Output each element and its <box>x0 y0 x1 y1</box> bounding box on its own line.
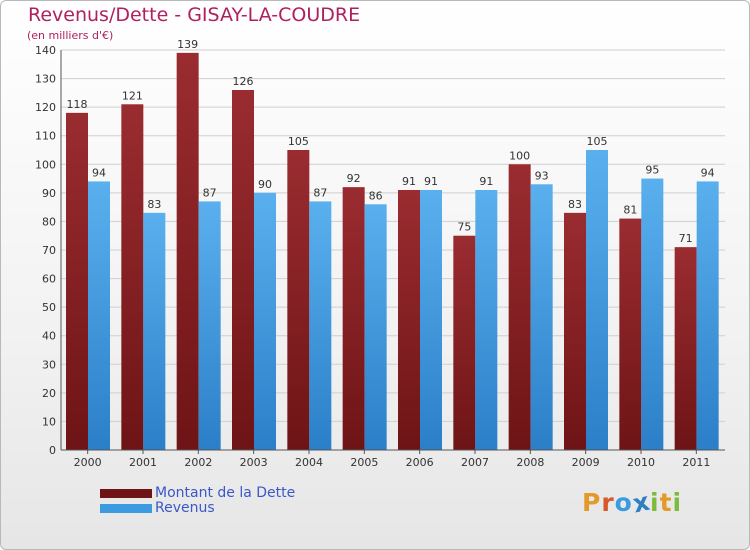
bar-revenus <box>364 204 387 450</box>
bar-revenus <box>586 150 608 450</box>
bar-dette <box>66 112 88 450</box>
x-tick-label: 2001 <box>129 456 157 469</box>
bar-dette <box>398 190 420 450</box>
x-tick-label: 2005 <box>350 456 378 469</box>
brand-letter: P <box>582 488 602 517</box>
y-tick-label: 50 <box>42 301 56 314</box>
x-tick-label: 2000 <box>74 456 102 469</box>
data-label: 91 <box>424 175 438 188</box>
bar-dette <box>287 150 310 450</box>
bar-revenus <box>143 212 166 450</box>
bar-dette <box>342 187 365 450</box>
data-label: 91 <box>402 175 416 188</box>
legend-swatch-dette <box>100 489 152 498</box>
legend-label-revenus: Revenus <box>155 500 215 516</box>
y-tick-label: 130 <box>35 73 56 86</box>
x-tick-label: 2008 <box>516 456 544 469</box>
legend-swatch-revenus <box>100 504 152 513</box>
data-label: 118 <box>67 98 88 111</box>
data-label: 87 <box>313 186 327 199</box>
y-tick-label: 0 <box>49 444 56 457</box>
bar-dette <box>508 164 531 451</box>
data-label: 87 <box>203 186 217 199</box>
bar-dette <box>232 90 254 450</box>
y-tick-label: 90 <box>42 187 56 200</box>
legend-label-dette: Montant de la Dette <box>155 485 296 501</box>
x-tick-label: 2003 <box>240 456 268 469</box>
data-label: 81 <box>623 204 637 217</box>
data-label: 94 <box>92 166 106 179</box>
x-tick-label: 2009 <box>572 456 600 469</box>
chart-subtitle: (en milliers d'€) <box>27 29 114 42</box>
y-tick-label: 70 <box>42 244 56 257</box>
bar-revenus <box>641 178 664 451</box>
data-label: 91 <box>479 175 493 188</box>
bar-revenus <box>254 192 276 450</box>
x-tick-label: 2006 <box>406 456 434 469</box>
data-label: 83 <box>568 198 582 211</box>
bar-dette <box>453 235 476 450</box>
data-label: 121 <box>122 89 143 102</box>
data-label: 93 <box>535 169 549 182</box>
data-label: 100 <box>509 149 530 162</box>
data-label: 94 <box>701 166 715 179</box>
data-label: 139 <box>177 38 198 51</box>
brand-letter: o <box>614 488 633 517</box>
y-tick-label: 60 <box>42 273 56 286</box>
brand-letter: i <box>672 488 683 517</box>
bar-revenus <box>198 201 221 450</box>
x-tick-label: 2011 <box>682 456 710 469</box>
bar-revenus <box>420 190 442 450</box>
data-label: 92 <box>347 172 361 185</box>
y-tick-label: 140 <box>35 44 56 57</box>
data-label: 90 <box>258 178 272 191</box>
y-tick-label: 110 <box>35 130 56 143</box>
brand-letter: r <box>601 488 615 517</box>
y-tick-label: 20 <box>42 387 56 400</box>
x-tick-label: 2004 <box>295 456 323 469</box>
brand-logo: Proxiti <box>582 487 683 519</box>
bar-dette <box>564 212 586 450</box>
bar-revenus <box>696 181 719 450</box>
data-label: 71 <box>679 232 693 245</box>
y-tick-label: 30 <box>42 358 56 371</box>
bar-revenus <box>475 190 498 450</box>
bar-dette <box>619 218 642 450</box>
data-label: 95 <box>645 164 659 177</box>
bar-dette <box>674 247 697 450</box>
y-tick-label: 40 <box>42 330 56 343</box>
data-label: 86 <box>369 189 383 202</box>
data-label: 105 <box>587 135 608 148</box>
data-label: 83 <box>147 198 161 211</box>
bar-dette <box>121 104 144 451</box>
bar-dette <box>176 52 199 450</box>
chart-title: Revenus/Dette - GISAY-LA-COUDRE <box>28 4 361 26</box>
y-tick-label: 10 <box>42 415 56 428</box>
data-label: 126 <box>233 75 254 88</box>
brand-letter: t <box>659 488 673 517</box>
y-tick-label: 120 <box>35 101 56 114</box>
bar-revenus <box>309 201 332 450</box>
x-tick-label: 2007 <box>461 456 489 469</box>
x-tick-label: 2002 <box>184 456 212 469</box>
x-tick-label: 2010 <box>627 456 655 469</box>
data-label: 105 <box>288 135 309 148</box>
data-label: 75 <box>457 221 471 234</box>
bar-revenus <box>88 181 110 450</box>
y-tick-label: 100 <box>35 158 56 171</box>
bar-revenus <box>530 184 553 451</box>
brand-letter: i <box>650 488 660 517</box>
y-tick-label: 80 <box>42 215 56 228</box>
